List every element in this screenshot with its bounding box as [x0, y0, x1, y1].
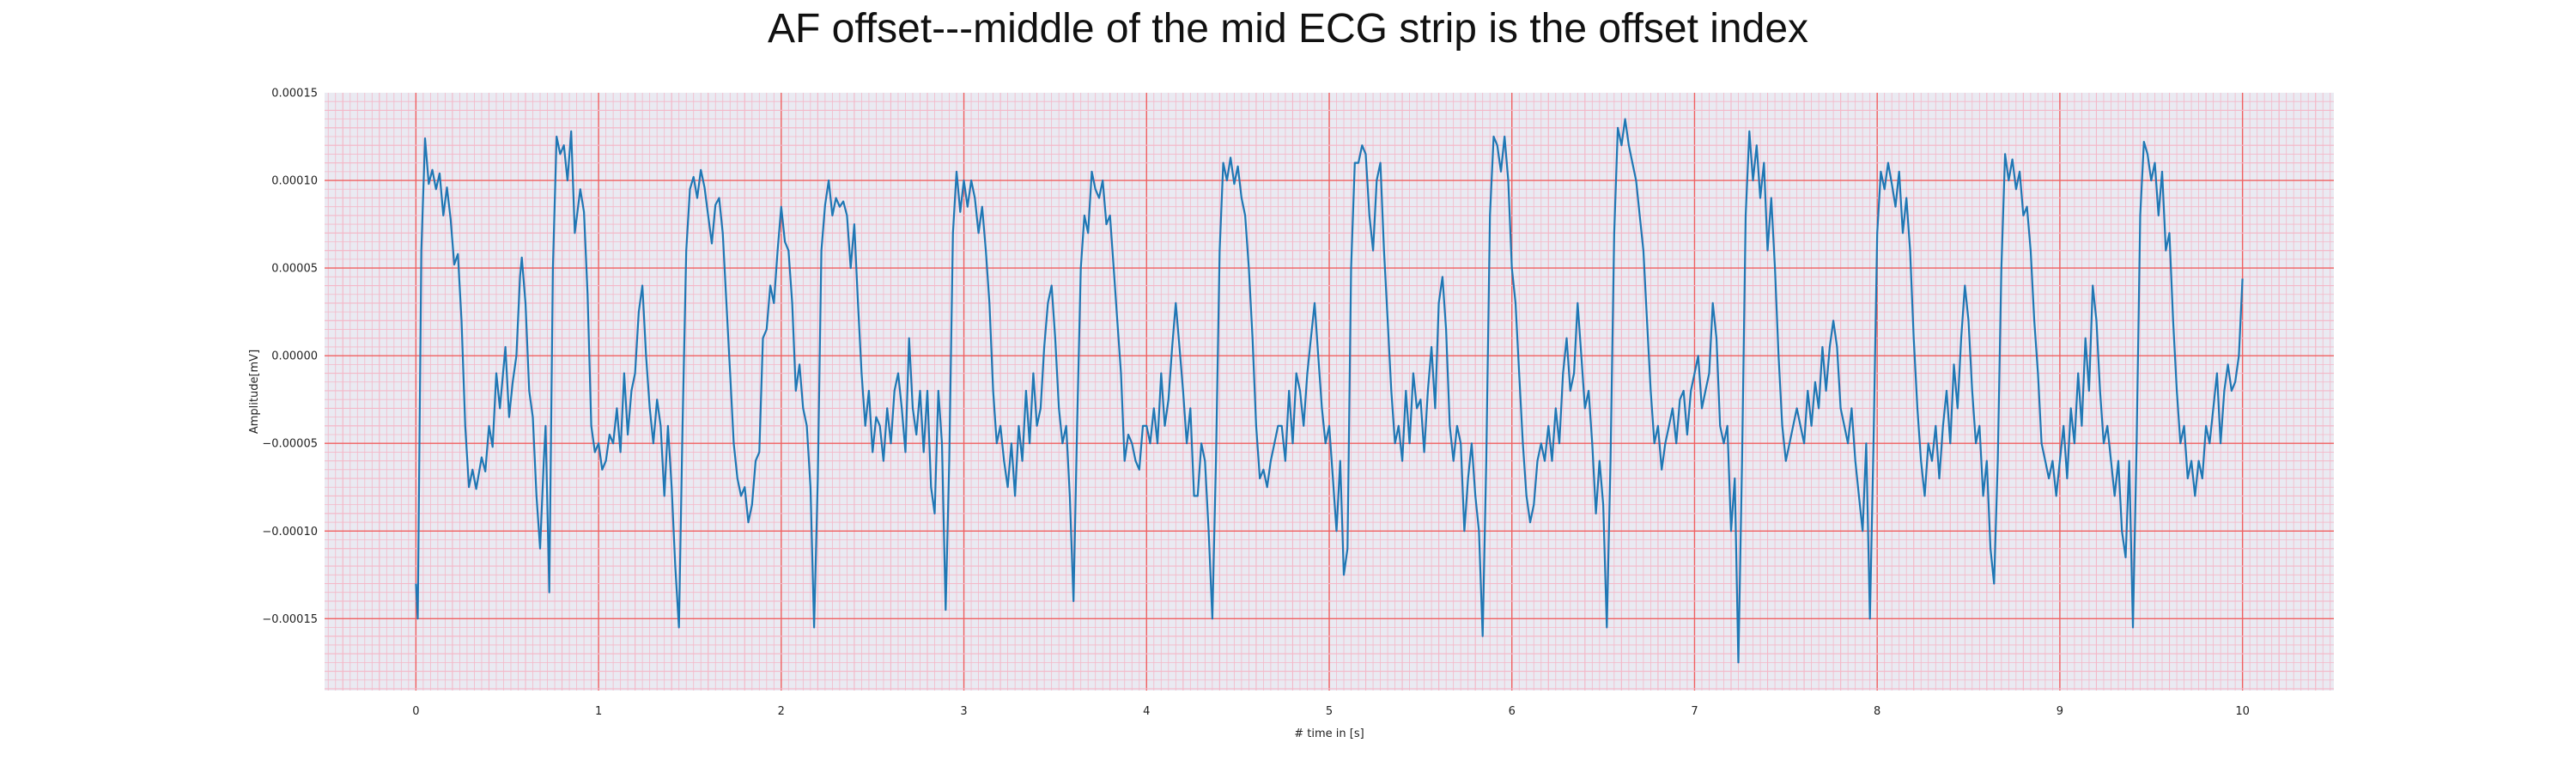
x-tick-label: 6 — [1509, 705, 1516, 718]
x-tick-label: 4 — [1143, 705, 1150, 718]
chart-title: AF offset---middle of the mid ECG strip … — [767, 6, 1809, 52]
x-tick-label: 8 — [1874, 705, 1880, 718]
x-tick-label: 7 — [1691, 705, 1698, 718]
y-tick-label: −0.00005 — [262, 438, 318, 451]
x-tick-label: 10 — [2235, 705, 2250, 718]
y-tick-label: 0.00015 — [271, 88, 318, 100]
x-tick-label: 5 — [1326, 705, 1333, 718]
y-tick-label: 0.00010 — [271, 175, 318, 188]
y-tick-label: −0.00010 — [262, 526, 318, 539]
x-axis-ticks: 0 1 2 3 4 5 6 7 8 9 10 — [412, 705, 2250, 718]
x-tick-label: 9 — [2057, 705, 2063, 718]
x-tick-label: 2 — [778, 705, 785, 718]
y-tick-label: 0.00005 — [271, 263, 318, 276]
x-tick-label: 3 — [960, 705, 967, 718]
y-axis-ticks: 0.00015 0.00010 0.00005 0.00000 −0.00005 −0.0… — [262, 88, 318, 626]
x-tick-label: 1 — [595, 705, 602, 718]
y-tick-label: −0.00015 — [262, 613, 318, 626]
x-tick-label: 0 — [412, 705, 419, 718]
y-axis-label: Amplitude[mV] — [248, 350, 261, 434]
y-tick-label: 0.00000 — [271, 350, 318, 363]
ecg-series-line — [415, 118, 2244, 664]
x-axis-label: # time in [s] — [1294, 727, 1364, 740]
